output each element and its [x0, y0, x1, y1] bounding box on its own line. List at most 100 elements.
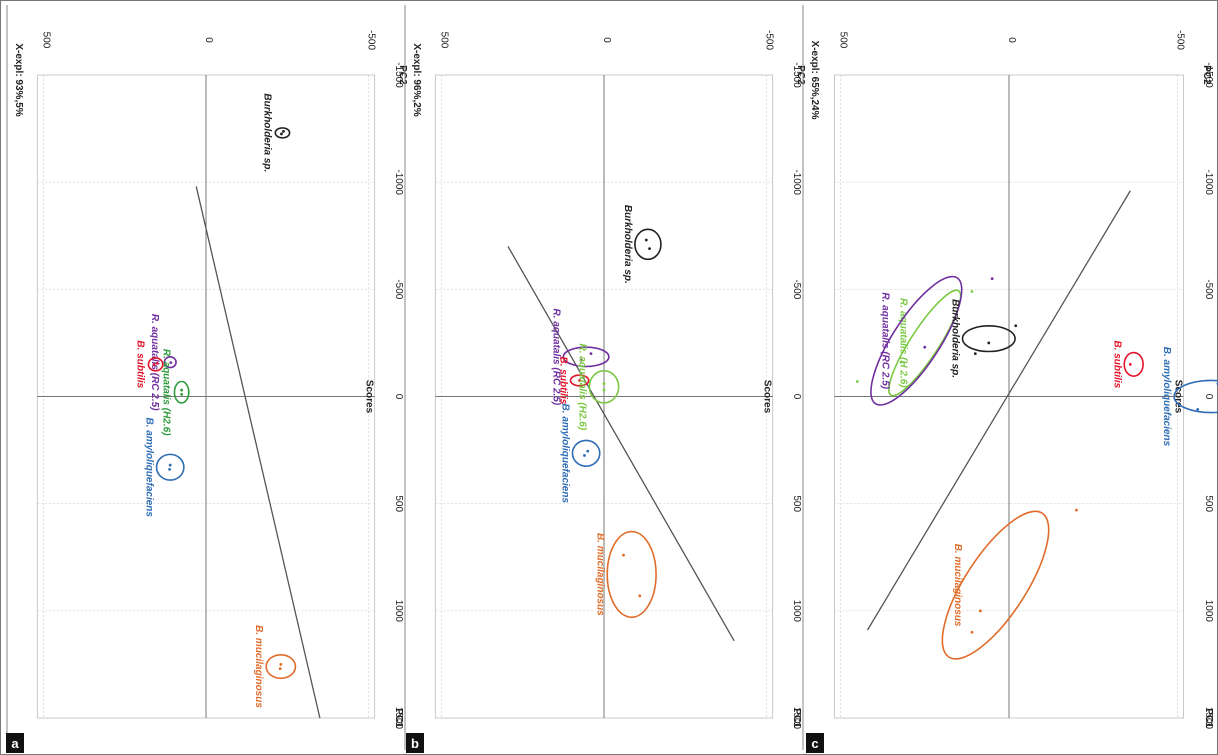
- pc1-tick-label: 0: [791, 394, 802, 400]
- axis-name-pc2: PC2: [1201, 65, 1212, 85]
- group-ellipse: [1123, 351, 1144, 377]
- pc1-tick-label: 500: [791, 495, 802, 512]
- pc1-tick-label: -500: [393, 279, 404, 299]
- data-point: [579, 358, 583, 362]
- group-label: Burkholderia sp.: [622, 205, 633, 284]
- data-point: [180, 392, 183, 396]
- reference-line: [195, 186, 321, 719]
- panel-letter-box: [806, 733, 824, 753]
- plot-title: Scores: [762, 380, 773, 414]
- axis-name-pc1: PC1: [791, 708, 802, 728]
- pc1-tick-label: 1500: [791, 707, 802, 730]
- pc2-tick-label: 500: [438, 32, 449, 49]
- group-label: B. subtilis: [1111, 340, 1122, 388]
- plot-title: Scores: [1172, 380, 1183, 414]
- pc2-tick-label: 0: [1006, 37, 1017, 43]
- group-label: R. aquatalis (RC 2.5): [880, 292, 891, 389]
- data-point: [169, 361, 173, 365]
- data-point: [622, 553, 625, 557]
- pc2-tick-label: 0: [601, 37, 612, 43]
- data-point: [279, 663, 283, 666]
- data-point: [987, 341, 991, 345]
- group-label: B. amyloliquefaciens: [144, 417, 155, 517]
- axis-name-pc1: PC1: [393, 708, 404, 728]
- data-point: [855, 380, 859, 383]
- panel-letter: b: [411, 736, 419, 751]
- data-point: [180, 388, 183, 392]
- group-label: B. amyloliquefaciens: [559, 404, 570, 504]
- group-ellipse: [147, 357, 164, 372]
- axis-name-pc2: PC2: [795, 65, 806, 85]
- pc1-tick-label: -1000: [393, 169, 404, 195]
- group-ellipse: [155, 453, 185, 481]
- group-ellipse: [870, 275, 963, 406]
- data-point: [278, 667, 282, 671]
- pc1-tick-label: 500: [1203, 495, 1214, 512]
- data-point: [282, 129, 285, 133]
- pc1-tick-label: 0: [1203, 394, 1214, 400]
- group-ellipse: [562, 346, 610, 368]
- group-label: R. aquatalis (RC 2.5): [149, 314, 160, 411]
- panel-letter: c: [811, 736, 818, 751]
- group-label: B. subtilis: [135, 340, 146, 388]
- group-ellipse: [1173, 379, 1218, 414]
- panel-c: -1500 -1000 -500 0 500 1000 1500 -500 0 500 PC2 PC1…: [802, 5, 1218, 753]
- pc1-tick-label: -1000: [791, 169, 802, 195]
- data-point: [1128, 362, 1132, 366]
- group-label: R. aquatalis (H2.6): [576, 344, 587, 431]
- group-label: B. subtilis: [557, 357, 568, 405]
- pc1-tick-label: -1500: [393, 62, 404, 88]
- reference-line: [866, 190, 1131, 631]
- group-label: B. mucilaginosus: [594, 533, 605, 616]
- data-point: [978, 609, 982, 613]
- reference-line: [507, 246, 735, 642]
- data-point: [1074, 508, 1078, 512]
- data-point: [648, 247, 651, 251]
- pc2-tick-label: -500: [1174, 30, 1185, 50]
- data-point: [168, 467, 171, 471]
- data-point: [602, 388, 606, 392]
- group-label: R. aquatalis (RC 2.5): [550, 308, 561, 405]
- data-point: [973, 352, 977, 356]
- panel-letter: a: [11, 736, 19, 751]
- data-point: [155, 361, 159, 365]
- pc1-tick-label: 1500: [393, 707, 404, 730]
- explained-variance: X-expl: 93%,5%: [13, 43, 24, 116]
- group-ellipse: [588, 369, 620, 404]
- pc1-tick-label: -1000: [1203, 169, 1214, 195]
- pc1-tick-label: 1000: [791, 600, 802, 623]
- pc2-tick-label: 500: [838, 32, 849, 49]
- pc1-tick-label: -500: [1203, 279, 1214, 299]
- group-ellipse: [941, 510, 1050, 660]
- data-point: [602, 382, 606, 386]
- group-ellipse: [163, 356, 177, 369]
- group-label: R. aquatalis (H 2.6): [898, 298, 909, 388]
- group-ellipse: [571, 439, 601, 467]
- plot-title: Scores: [364, 380, 375, 414]
- pc2-tick-label: 0: [203, 37, 214, 43]
- pc2-tick-label: 500: [40, 32, 51, 49]
- data-point: [638, 594, 642, 598]
- data-point: [280, 132, 283, 136]
- group-ellipse: [265, 653, 297, 680]
- explained-variance: X-expl: 65%,24%: [809, 41, 820, 120]
- data-point: [644, 238, 648, 242]
- pc1-tick-label: -500: [791, 279, 802, 299]
- group-ellipse: [606, 530, 657, 619]
- panel-letter-box: [406, 733, 424, 753]
- pc1-tick-label: 1500: [1203, 707, 1214, 730]
- data-point: [923, 345, 927, 349]
- data-point: [152, 363, 156, 367]
- group-ellipse: [634, 228, 662, 261]
- pc1-tick-label: -1500: [1203, 62, 1214, 88]
- data-point: [970, 630, 974, 634]
- group-label: B. mucilaginosus: [253, 625, 264, 708]
- pc1-tick-label: 1000: [393, 600, 404, 623]
- data-point: [899, 360, 903, 364]
- group-ellipse: [961, 324, 1016, 353]
- group-label: B. amyloliquefaciens: [1161, 347, 1172, 447]
- group-ellipse: [274, 127, 291, 139]
- pc1-tick-label: 1000: [1203, 600, 1214, 623]
